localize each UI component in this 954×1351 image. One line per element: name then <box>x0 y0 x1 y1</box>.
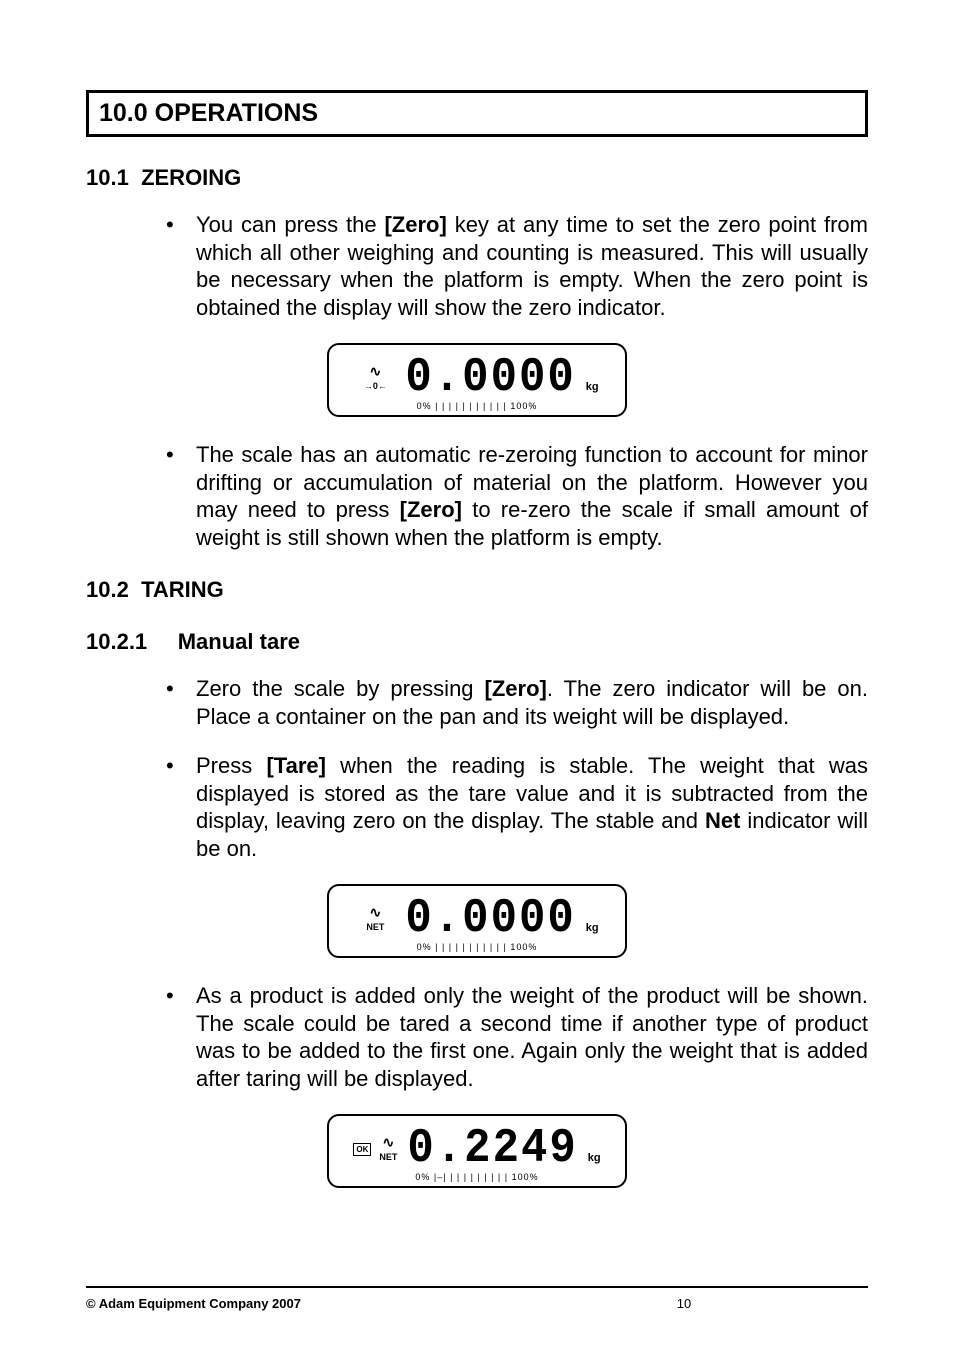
key-label: [Zero] <box>400 497 462 522</box>
footer-rule <box>86 1286 868 1288</box>
footer-row: © Adam Equipment Company 2007 10 <box>86 1296 868 1311</box>
key-label: [Zero] <box>485 676 547 701</box>
subsection-title-text: ZEROING <box>141 165 241 190</box>
bullet-text-pre: Press <box>196 753 266 778</box>
lcd-display-2: ∿ NET 0.0000 kg 0% | | | | | | | | | | |… <box>327 884 627 958</box>
subsub-title-text: Manual tare <box>178 629 300 654</box>
bullet-text: As a product is added only the weight of… <box>196 983 868 1091</box>
subsection-title-text: TARING <box>141 577 224 602</box>
list-item: Zero the scale by pressing [Zero]. The z… <box>196 675 868 730</box>
list-item: You can press the [Zero] key at any time… <box>196 211 868 321</box>
lcd-row: ∿ →0← 0.0000 kg <box>347 353 607 403</box>
page-number: 10 <box>677 1296 691 1311</box>
lcd-display-2-wrap: ∿ NET 0.0000 kg 0% | | | | | | | | | | |… <box>86 884 868 958</box>
zeroing-list-2: The scale has an automatic re-zeroing fu… <box>86 441 868 551</box>
key-label-2: Net <box>705 808 740 833</box>
stable-icon: ∿ <box>369 364 381 379</box>
lcd-digits: 0.0000 <box>405 892 575 947</box>
lcd-display-1: ∿ →0← 0.0000 kg 0% | | | | | | | | | | |… <box>327 343 627 417</box>
subsection-zeroing: 10.1 ZEROING You can press the [Zero] ke… <box>86 165 868 551</box>
section-header-box: 10.0 OPERATIONS <box>86 90 868 137</box>
section-title-text: OPERATIONS <box>155 99 318 127</box>
key-label: [Zero] <box>384 212 446 237</box>
stable-icon: ∿ <box>382 1135 394 1150</box>
list-item: The scale has an automatic re-zeroing fu… <box>196 441 868 551</box>
stable-icon: ∿ <box>369 905 381 920</box>
lcd-value: 0.0000 <box>405 894 575 944</box>
manual-tare-list-2: As a product is added only the weight of… <box>86 982 868 1092</box>
section-number: 10.0 <box>99 99 148 127</box>
page-footer: © Adam Equipment Company 2007 10 <box>86 1286 868 1311</box>
lcd-unit: kg <box>588 1152 601 1164</box>
subsection-number: 10.2 <box>86 577 129 602</box>
net-indicator: NET <box>379 1153 397 1163</box>
subsubsection-manual-tare: 10.2.1 Manual tare Zero the scale by pre… <box>86 629 868 1188</box>
lcd-row: ∿ NET 0.0000 kg <box>347 894 607 944</box>
zeroing-list: You can press the [Zero] key at any time… <box>86 211 868 321</box>
lcd-indicators: ∿ NET <box>355 905 395 932</box>
subsection-taring-title: 10.2 TARING <box>86 577 868 603</box>
lcd-indicators: ∿ NET <box>379 1135 397 1162</box>
lcd-display-3-wrap: OK ∿ NET 0.2249 kg 0% |–| | | | | | | | … <box>86 1114 868 1188</box>
net-indicator: NET <box>366 923 384 933</box>
subsection-taring: 10.2 TARING <box>86 577 868 603</box>
lcd-row: OK ∿ NET 0.2249 kg <box>347 1124 607 1174</box>
lcd-display-3: OK ∿ NET 0.2249 kg 0% |–| | | | | | | | … <box>327 1114 627 1188</box>
zero-indicator: →0← <box>364 382 387 392</box>
ok-indicator: OK <box>353 1143 371 1156</box>
subsub-number: 10.2.1 <box>86 629 147 654</box>
bullet-text-pre: You can press the <box>196 212 384 237</box>
lcd-unit: kg <box>586 381 599 393</box>
key-label: [Tare] <box>266 753 326 778</box>
list-item: Press [Tare] when the reading is stable.… <box>196 752 868 862</box>
subsection-number: 10.1 <box>86 165 129 190</box>
lcd-value: 0.0000 <box>405 353 575 403</box>
manual-tare-list: Zero the scale by pressing [Zero]. The z… <box>86 675 868 862</box>
subsub-title: 10.2.1 Manual tare <box>86 629 868 655</box>
list-item: As a product is added only the weight of… <box>196 982 868 1092</box>
lcd-display-1-wrap: ∿ →0← 0.0000 kg 0% | | | | | | | | | | |… <box>86 343 868 417</box>
lcd-digits: 0.0000 <box>405 351 575 406</box>
subsection-zeroing-title: 10.1 ZEROING <box>86 165 868 191</box>
copyright-text: © Adam Equipment Company 2007 <box>86 1296 301 1311</box>
bullet-text-pre: Zero the scale by pressing <box>196 676 485 701</box>
lcd-value: 0.2249 <box>407 1124 577 1174</box>
section-title: 10.0 OPERATIONS <box>99 99 318 127</box>
lcd-indicators: ∿ →0← <box>355 364 395 391</box>
lcd-digits: 0.2249 <box>407 1122 577 1177</box>
lcd-unit: kg <box>586 922 599 934</box>
